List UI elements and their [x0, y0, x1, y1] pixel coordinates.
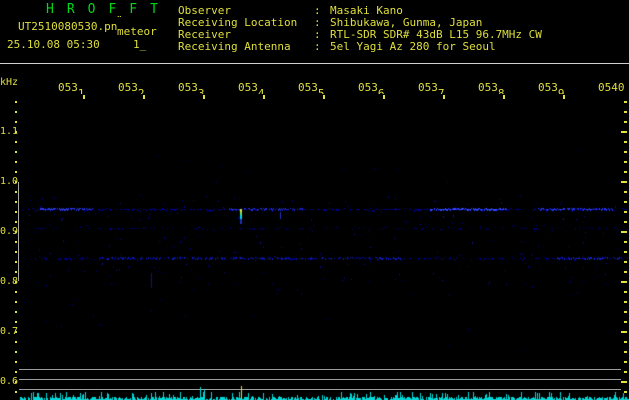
spectrogram-noise-canvas: [0, 0, 629, 400]
hrofft-screen: HROFFT UT2510080530.pn ¨ meteor 25.10.08…: [0, 0, 629, 400]
